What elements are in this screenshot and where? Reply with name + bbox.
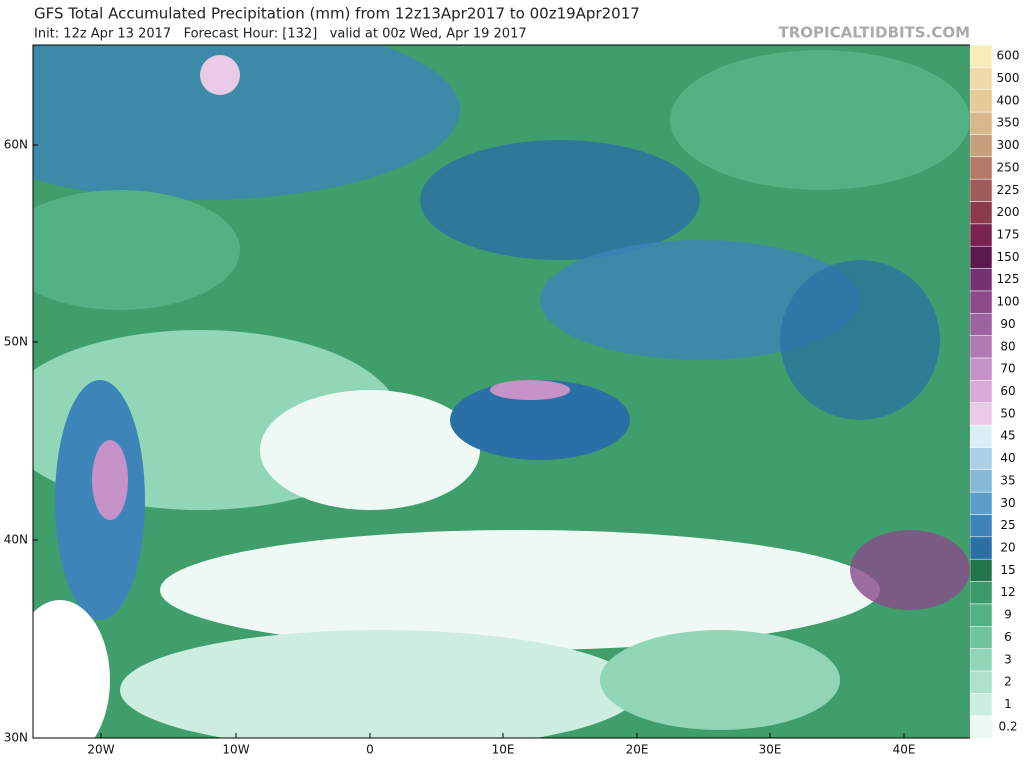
colorbar-swatch [969,558,993,582]
colorbar-label: 50 [1000,406,1015,420]
lat-label: 40N [4,533,28,547]
colorbar-swatch [969,469,993,493]
lon-label: 20E [626,743,649,757]
colorbar-swatch [969,89,993,113]
colorbar-label: 12 [1000,585,1015,599]
colorbar-label: 35 [1000,473,1015,487]
precip-field [33,45,970,738]
colorbar-label: 125 [997,272,1020,286]
colorbar-swatch [969,603,993,627]
colorbar-label: 0.2 [998,719,1017,733]
colorbar-label: 15 [1000,563,1015,577]
lon-label: 40E [893,743,916,757]
colorbar-label: 300 [997,138,1020,152]
colorbar-swatch [969,223,993,247]
colorbar-swatch [969,335,993,359]
colorbar-label: 225 [997,183,1020,197]
colorbar-label: 60 [1000,384,1015,398]
colorbar-label: 9 [1004,608,1012,622]
title: GFS Total Accumulated Precipitation (mm)… [34,5,640,23]
colorbar-swatch [969,245,993,269]
colorbar-label: 3 [1004,652,1012,666]
lat-label: 60N [4,138,28,152]
colorbar-label: 45 [1000,429,1015,443]
colorbar-label: 175 [997,228,1020,242]
colorbar-label: 20 [1000,540,1015,554]
colorbar-swatch [969,268,993,292]
colorbar-label: 100 [997,295,1020,309]
colorbar-swatch [969,693,993,716]
colorbar-swatch [969,514,993,538]
colorbar-label: 6 [1004,630,1012,644]
site-name: TROPICALTIDBITS.COM [779,24,971,42]
colorbar-swatch [969,648,993,672]
colorbar-swatch [969,715,993,739]
lon-label: 10E [492,743,515,757]
colorbar-swatch [969,201,993,225]
colorbar-swatch [969,156,993,180]
colorbar-swatch [969,134,993,158]
colorbar-label: 250 [997,160,1020,174]
colorbar-swatch [969,581,993,605]
lon-label: 20W [87,743,114,757]
colorbar-swatch [969,670,993,694]
colorbar-swatch [969,290,993,314]
lat-label: 50N [4,335,28,349]
colorbar-swatch [969,402,993,426]
colorbar-swatch [969,357,993,381]
colorbar-label: 2 [1004,675,1012,689]
colorbar-label: 500 [997,71,1020,85]
subtitle: Init: 12z Apr 13 2017 Forecast Hour: [13… [34,27,527,42]
colorbar-label: 200 [997,205,1020,219]
colorbar-swatch [969,178,993,202]
colorbar-label: 25 [1000,518,1015,532]
colorbar: 0.21236912152025303540455060708090100125… [969,44,1020,739]
lon-label: 30E [759,743,782,757]
colorbar-label: 1 [1004,697,1012,711]
colorbar-label: 150 [997,250,1020,264]
colorbar-swatch [969,625,993,649]
colorbar-label: 40 [1000,451,1015,465]
colorbar-label: 400 [997,93,1020,107]
colorbar-swatch [969,67,993,90]
lon-label: 10W [222,743,249,757]
lat-label: 30N [4,731,28,745]
colorbar-label: 80 [1000,339,1015,353]
colorbar-swatch [969,44,993,68]
colorbar-swatch [969,447,993,470]
colorbar-label: 70 [1000,362,1015,376]
colorbar-label: 600 [997,49,1020,63]
lon-label: 0 [366,743,374,757]
axes: 60N 50N 40N 30N 20W 10W 0 10E 20E 30E 40E [4,138,916,757]
colorbar-swatch [969,380,993,403]
colorbar-swatch [969,491,993,515]
colorbar-swatch [969,536,993,560]
colorbar-label: 30 [1000,496,1015,510]
colorbar-label: 90 [1000,317,1015,331]
colorbar-swatch [969,313,993,336]
colorbar-swatch [969,111,993,135]
colorbar-swatch [969,424,993,448]
colorbar-label: 350 [997,116,1020,130]
